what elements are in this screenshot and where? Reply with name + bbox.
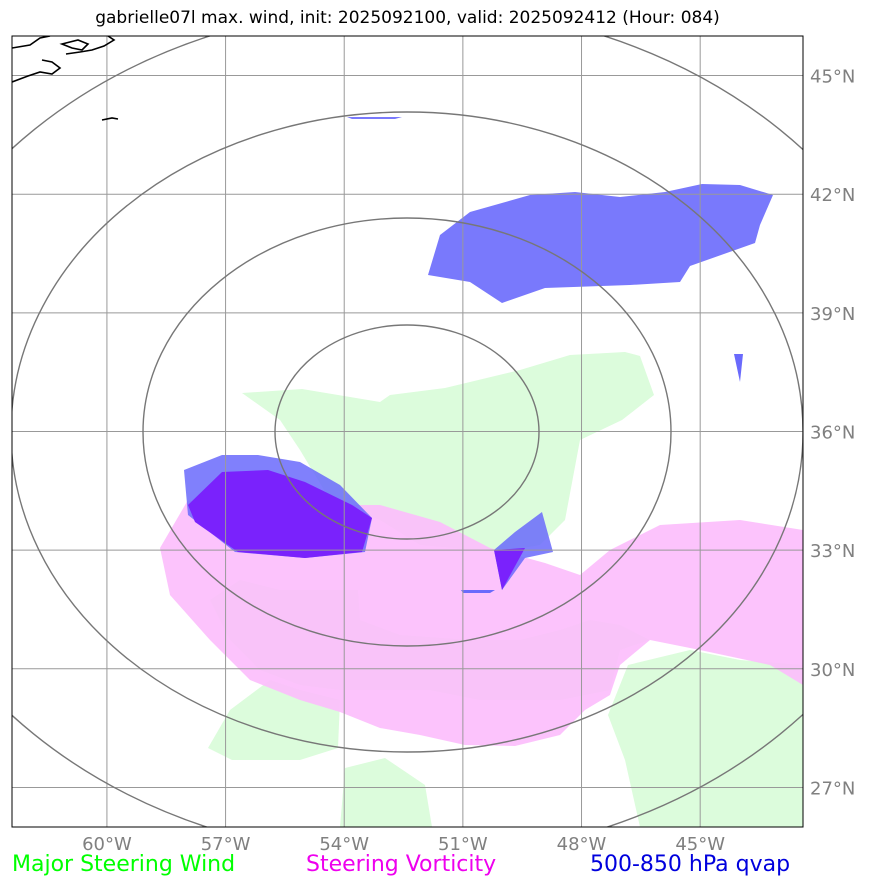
lat-tick-label: 39°N — [810, 304, 855, 325]
qvap-fill — [184, 117, 773, 593]
lon-tick-label: 45°W — [675, 834, 725, 855]
lat-tick-label: 33°N — [810, 541, 855, 562]
legend-steering-vorticity: Steering Vorticity — [306, 852, 497, 877]
lat-tick-label: 36°N — [810, 423, 855, 444]
legend-qvap: 500-850 hPa qvap — [590, 852, 791, 877]
lon-tick-label: 60°W — [82, 834, 132, 855]
range-rings — [12, 36, 803, 827]
lon-tick-label: 54°W — [319, 834, 369, 855]
lon-tick-label: 51°W — [438, 834, 488, 855]
tick-labels: 60°W 57°W 54°W 51°W 48°W 45°W 27°N 30°N 33°N 36°N… — [82, 67, 855, 855]
lon-tick-label: 48°W — [557, 834, 607, 855]
chart-title: gabrielle07l max. wind, init: 2025092100… — [95, 8, 720, 28]
coastline — [12, 36, 119, 121]
legend-steering-wind: Major Steering Wind — [12, 852, 236, 877]
lat-tick-label: 42°N — [810, 185, 855, 206]
lat-tick-label: 30°N — [810, 660, 855, 681]
lat-tick-label: 27°N — [810, 778, 855, 799]
lon-tick-label: 57°W — [201, 834, 251, 855]
steering-vorticity-fill — [160, 500, 803, 746]
plot-frame — [11, 35, 804, 828]
lat-tick-label: 45°N — [810, 67, 855, 88]
